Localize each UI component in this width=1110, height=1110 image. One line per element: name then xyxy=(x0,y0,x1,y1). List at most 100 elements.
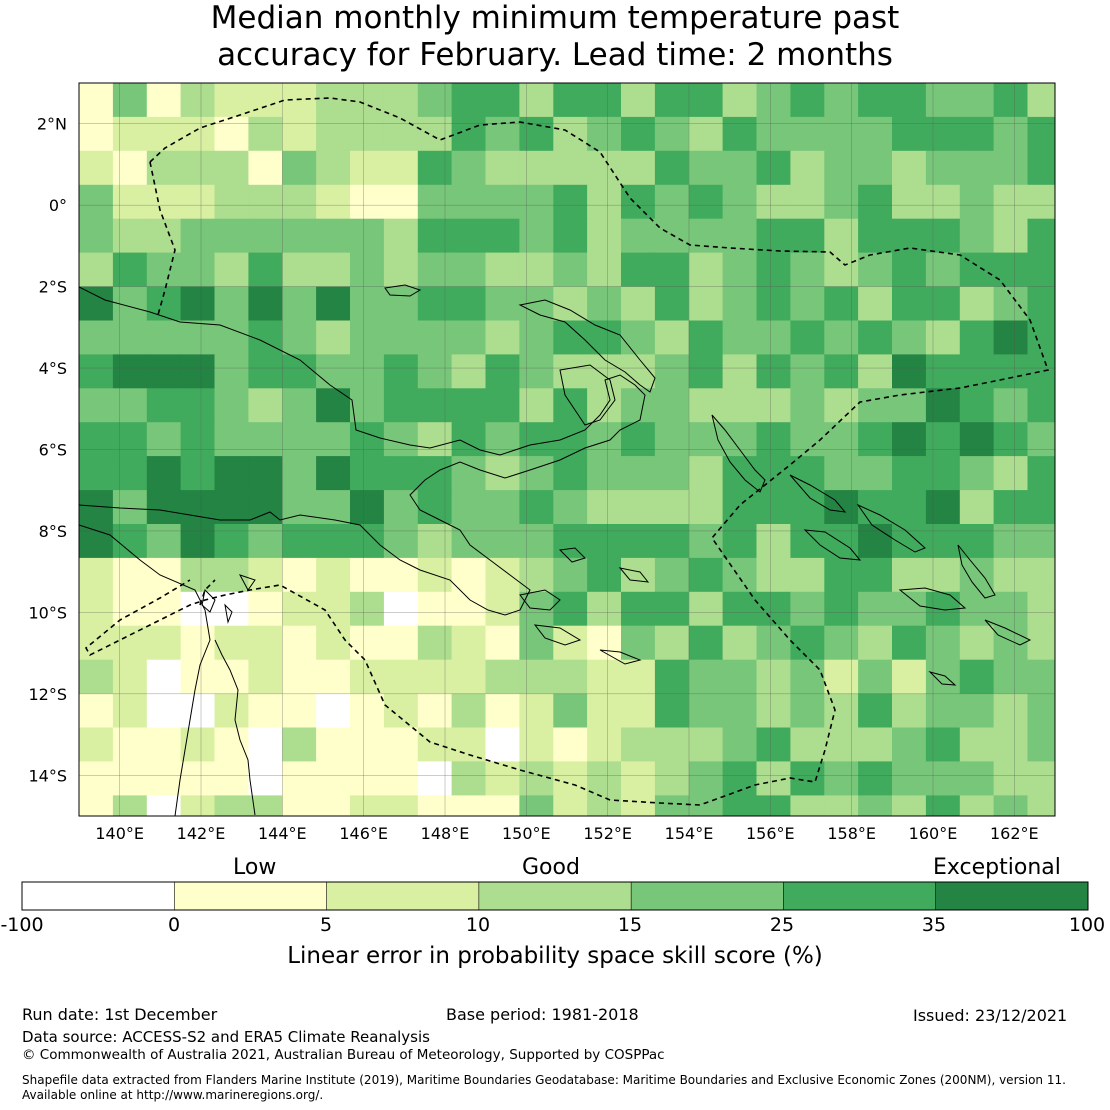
grid-cell xyxy=(824,524,859,559)
grid-cell xyxy=(383,591,419,627)
grid-cell xyxy=(519,490,554,525)
grid-cell xyxy=(858,557,893,593)
grid-cell xyxy=(282,557,317,593)
grid-cell xyxy=(858,286,893,321)
grid-cell xyxy=(485,557,520,593)
grid-cell xyxy=(1027,388,1055,423)
grid-cell xyxy=(858,320,893,355)
grid-cell xyxy=(959,83,995,118)
grid-cell xyxy=(485,422,520,457)
grid-cell xyxy=(688,490,724,525)
grid-cell xyxy=(688,83,724,118)
grid-cell xyxy=(112,252,148,288)
grid-cell xyxy=(248,116,283,152)
grid-cell xyxy=(993,320,1029,355)
grid-cell xyxy=(112,456,148,491)
grid-cell xyxy=(925,625,961,661)
grid-cell xyxy=(654,456,690,491)
grid-cell xyxy=(316,422,351,457)
grid-cell xyxy=(451,150,487,186)
grid-cell xyxy=(959,354,995,389)
solomon-santa-isabel-coast xyxy=(856,503,926,553)
grid-cell xyxy=(282,184,317,220)
grid-cell xyxy=(214,422,249,457)
grid-cell xyxy=(248,83,283,118)
grid-cell xyxy=(858,83,893,118)
grid-cell xyxy=(587,184,622,220)
grid-cell xyxy=(282,727,317,762)
grid-cell xyxy=(587,422,622,457)
grid-cell xyxy=(892,116,927,152)
grid-cell xyxy=(790,286,825,321)
grid-cell xyxy=(688,795,724,816)
grid-cell xyxy=(214,83,249,118)
grid-cell xyxy=(383,218,419,254)
solomon-choiseul-coast xyxy=(789,474,847,513)
grid-cell xyxy=(112,388,148,423)
grid-cell xyxy=(925,456,961,491)
grid-cell xyxy=(756,388,791,423)
grid-cell xyxy=(790,320,825,355)
grid-cell xyxy=(214,388,249,423)
grid-cell xyxy=(621,557,656,593)
grid-cell xyxy=(688,524,724,559)
grid-cell xyxy=(180,388,216,423)
colorbar-tick: 15 xyxy=(617,914,643,936)
grid-cell xyxy=(417,422,453,457)
grid-cell xyxy=(824,354,859,389)
grid-cell xyxy=(316,286,351,321)
grid-cell xyxy=(688,388,724,423)
grid-cell xyxy=(282,422,317,457)
grid-cell xyxy=(180,625,216,661)
grid-cell xyxy=(858,456,893,491)
grid-cell xyxy=(316,354,351,389)
grid-cell xyxy=(214,693,249,729)
grid-cell xyxy=(654,83,690,118)
grid-cell xyxy=(688,557,724,593)
grid-cell xyxy=(383,490,419,525)
grid-cell xyxy=(451,218,487,254)
grid-cell xyxy=(959,693,995,729)
grid-cell xyxy=(519,252,554,288)
grid-cell xyxy=(553,591,588,627)
grid-cell xyxy=(688,184,724,220)
grid-cell xyxy=(587,524,622,559)
grid-cell xyxy=(519,524,554,559)
graticule xyxy=(79,83,1055,816)
grid-cell xyxy=(993,795,1029,816)
grid-cell xyxy=(621,422,656,457)
eez-boundaries xyxy=(84,97,1050,806)
grid-cell xyxy=(1027,218,1055,254)
grid-cell xyxy=(417,320,453,355)
grid-cell xyxy=(485,218,520,254)
grid-cell xyxy=(350,625,385,661)
grid-cell xyxy=(993,252,1029,288)
grid-cell xyxy=(654,659,690,695)
grid-cell xyxy=(959,456,995,491)
grid-cell xyxy=(214,184,249,220)
grid-cell xyxy=(146,456,182,491)
grid-cell xyxy=(553,693,588,729)
colorbar-segment xyxy=(631,882,784,910)
grid-cell xyxy=(214,795,249,816)
grid-cell xyxy=(383,761,419,796)
grid-cell xyxy=(1027,456,1055,491)
grid-cell xyxy=(892,252,927,288)
grid-cell xyxy=(722,83,758,118)
grid-cell xyxy=(553,422,588,457)
latitude-label: 12°S xyxy=(28,685,67,704)
grid-cell xyxy=(824,150,859,186)
grid-cell xyxy=(485,524,520,559)
grid-cell xyxy=(756,557,791,593)
grid-cell xyxy=(146,557,182,593)
grid-cell xyxy=(214,252,249,288)
colorbar-tick: 25 xyxy=(769,914,795,936)
grid-cell xyxy=(553,184,588,220)
grid-cell xyxy=(248,524,283,559)
grid-cell xyxy=(790,727,825,762)
grid-cell xyxy=(519,150,554,186)
grid-cell xyxy=(993,625,1029,661)
grid-cell xyxy=(180,184,216,220)
latitude-label: 8°S xyxy=(39,522,67,541)
grid-cell xyxy=(485,659,520,695)
